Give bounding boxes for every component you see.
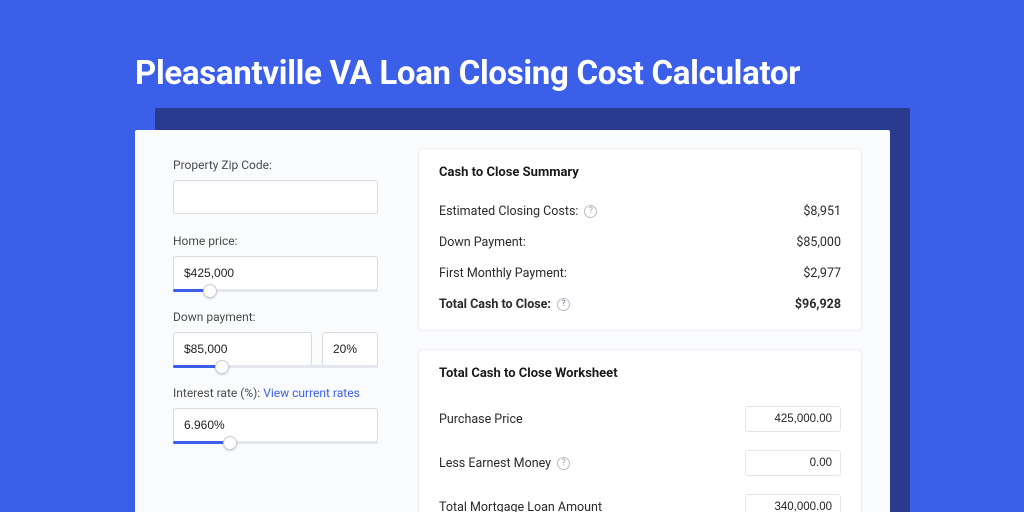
worksheet-value-input[interactable] xyxy=(745,450,841,476)
summary-label: First Monthly Payment: xyxy=(439,266,567,281)
home-price-field: Home price: xyxy=(173,234,378,290)
summary-label: Total Cash to Close: xyxy=(439,297,551,312)
view-rates-link[interactable]: View current rates xyxy=(263,386,360,400)
summary-row-closing-costs: Estimated Closing Costs: ? $8,951 xyxy=(439,196,841,227)
worksheet-title: Total Cash to Close Worksheet xyxy=(439,366,841,381)
summary-label: Down Payment: xyxy=(439,235,526,250)
summary-value: $8,951 xyxy=(803,204,841,219)
down-payment-input[interactable] xyxy=(173,332,312,366)
worksheet-value-input[interactable] xyxy=(745,494,841,512)
down-payment-slider[interactable] xyxy=(173,365,378,368)
help-icon[interactable]: ? xyxy=(584,205,597,218)
summary-value: $85,000 xyxy=(796,235,841,250)
help-icon[interactable]: ? xyxy=(557,298,570,311)
worksheet-panel: Total Cash to Close Worksheet Purchase P… xyxy=(418,349,862,512)
zip-input[interactable] xyxy=(173,180,378,214)
worksheet-row-loan-amount: Total Mortgage Loan Amount xyxy=(439,485,841,512)
summary-panel: Cash to Close Summary Estimated Closing … xyxy=(418,148,862,331)
worksheet-label: Less Earnest Money xyxy=(439,456,551,471)
worksheet-label: Total Mortgage Loan Amount xyxy=(439,500,602,512)
interest-rate-field: Interest rate (%): View current rates xyxy=(173,386,378,442)
page-title: Pleasantville VA Loan Closing Cost Calcu… xyxy=(135,54,800,93)
down-payment-pct-input[interactable] xyxy=(322,332,378,366)
down-payment-field: Down payment: xyxy=(173,310,378,366)
summary-label: Estimated Closing Costs: xyxy=(439,204,578,219)
summary-value: $2,977 xyxy=(803,266,841,281)
interest-rate-slider-thumb[interactable] xyxy=(223,436,237,450)
worksheet-row-earnest-money: Less Earnest Money ? xyxy=(439,441,841,485)
zip-label: Property Zip Code: xyxy=(173,158,378,172)
interest-rate-label: Interest rate (%): View current rates xyxy=(173,386,378,400)
results-main: Cash to Close Summary Estimated Closing … xyxy=(400,130,890,512)
summary-row-total: Total Cash to Close: ? $96,928 xyxy=(439,289,841,320)
home-price-label: Home price: xyxy=(173,234,378,248)
worksheet-label: Purchase Price xyxy=(439,412,523,427)
worksheet-row-purchase-price: Purchase Price xyxy=(439,397,841,441)
interest-rate-input[interactable] xyxy=(173,408,378,442)
interest-rate-slider[interactable] xyxy=(173,441,378,444)
inputs-sidebar: Property Zip Code: Home price: Down paym… xyxy=(135,130,400,512)
interest-rate-slider-fill xyxy=(173,441,230,444)
summary-row-down-payment: Down Payment: $85,000 xyxy=(439,227,841,258)
summary-value: $96,928 xyxy=(795,297,841,312)
worksheet-value-input[interactable] xyxy=(745,406,841,432)
calculator-card: Property Zip Code: Home price: Down paym… xyxy=(135,130,890,512)
down-payment-label: Down payment: xyxy=(173,310,378,324)
home-price-slider-thumb[interactable] xyxy=(203,284,217,298)
down-payment-slider-thumb[interactable] xyxy=(215,360,229,374)
interest-rate-label-text: Interest rate (%): xyxy=(173,386,260,400)
help-icon[interactable]: ? xyxy=(557,457,570,470)
zip-field: Property Zip Code: xyxy=(173,158,378,214)
summary-row-first-payment: First Monthly Payment: $2,977 xyxy=(439,258,841,289)
home-price-slider[interactable] xyxy=(173,289,378,292)
summary-title: Cash to Close Summary xyxy=(439,165,841,180)
